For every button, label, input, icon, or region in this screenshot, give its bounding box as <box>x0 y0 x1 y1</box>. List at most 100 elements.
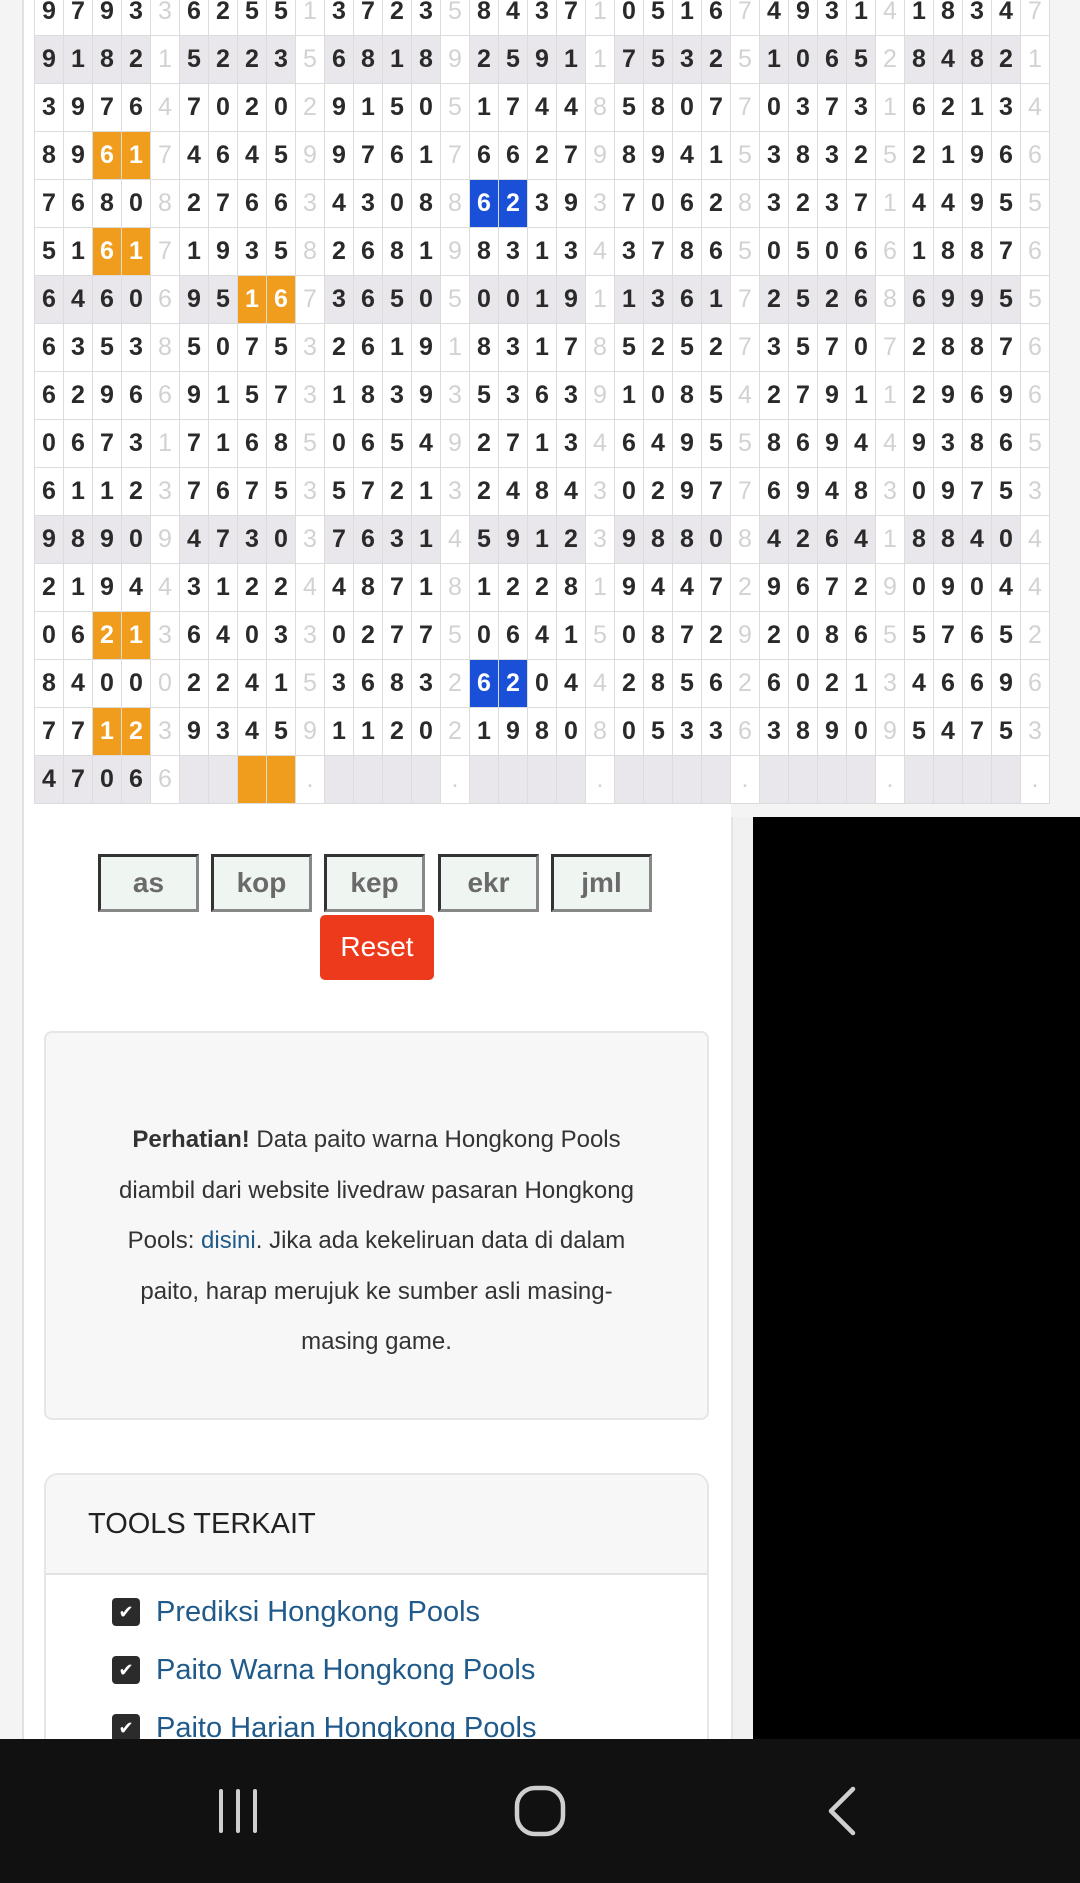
paito-digit-cell[interactable]: 0 <box>527 659 557 708</box>
paito-digit-cell[interactable]: 8 <box>63 515 93 564</box>
paito-digit-cell[interactable]: 3 <box>527 0 557 36</box>
paito-digit-cell[interactable]: 6 <box>92 227 122 276</box>
paito-digit-cell[interactable]: 3 <box>788 83 818 132</box>
paito-digit-cell[interactable]: 7 <box>933 611 963 660</box>
paito-digit-cell[interactable]: 8 <box>672 371 702 420</box>
paito-digit-cell[interactable]: 5 <box>382 275 412 324</box>
paito-digit-cell[interactable]: 9 <box>991 659 1021 708</box>
paito-digit-cell[interactable]: 1 <box>324 707 354 756</box>
paito-digit-cell[interactable]: 7 <box>498 83 528 132</box>
paito-digit-cell[interactable]: 8 <box>469 0 499 36</box>
paito-digit-cell[interactable]: 0 <box>92 755 122 804</box>
paito-digit-cell[interactable]: 1 <box>121 611 151 660</box>
paito-digit-cell[interactable]: 2 <box>527 131 557 180</box>
paito-digit-cell[interactable]: 7 <box>817 83 847 132</box>
paito-digit-cell[interactable]: 1 <box>527 323 557 372</box>
paito-digit-cell[interactable]: 4 <box>237 659 267 708</box>
paito-digit-cell[interactable]: 6 <box>788 419 818 468</box>
paito-digit-cell[interactable]: 8 <box>672 227 702 276</box>
paito-digit-cell[interactable]: 1 <box>92 467 122 516</box>
paito-digit-cell[interactable]: 6 <box>237 179 267 228</box>
paito-digit-cell[interactable]: 3 <box>817 0 847 36</box>
paito-digit-cell[interactable]: 6 <box>266 179 296 228</box>
paito-digit-cell[interactable]: 8 <box>469 323 499 372</box>
paito-digit-cell[interactable]: 9 <box>498 707 528 756</box>
paito-digit-cell[interactable]: 6 <box>817 515 847 564</box>
paito-digit-cell[interactable]: 8 <box>643 515 673 564</box>
paito-digit-cell[interactable]: 3 <box>121 323 151 372</box>
paito-digit-cell[interactable]: 3 <box>962 0 992 36</box>
paito-digit-cell[interactable]: 8 <box>556 563 586 612</box>
paito-digit-cell[interactable]: 2 <box>469 467 499 516</box>
paito-digit-cell[interactable]: 5 <box>904 707 934 756</box>
paito-digit-cell[interactable]: 5 <box>266 131 296 180</box>
paito-digit-cell[interactable]: 3 <box>846 83 876 132</box>
paito-digit-cell[interactable]: 8 <box>933 515 963 564</box>
paito-digit-cell[interactable]: 3 <box>759 131 789 180</box>
paito-digit-cell[interactable]: 3 <box>643 275 673 324</box>
paito-digit-cell[interactable]: 9 <box>933 467 963 516</box>
paito-digit-cell[interactable]: 7 <box>208 515 238 564</box>
paito-digit-cell[interactable] <box>846 755 876 804</box>
paito-digit-cell[interactable]: 8 <box>962 227 992 276</box>
paito-digit-cell[interactable]: 2 <box>266 563 296 612</box>
paito-digit-cell[interactable]: 2 <box>498 179 528 228</box>
paito-digit-cell[interactable]: 6 <box>672 179 702 228</box>
paito-digit-cell[interactable]: 2 <box>904 371 934 420</box>
paito-digit-cell[interactable]: 5 <box>237 371 267 420</box>
paito-digit-cell[interactable]: 2 <box>121 707 151 756</box>
paito-digit-cell[interactable]: 9 <box>933 275 963 324</box>
paito-digit-cell[interactable]: 8 <box>411 179 441 228</box>
paito-digit-cell[interactable]: 7 <box>701 563 731 612</box>
paito-digit-cell[interactable]: 6 <box>933 659 963 708</box>
paito-digit-cell[interactable]: 1 <box>933 131 963 180</box>
paito-digit-cell[interactable]: 0 <box>759 83 789 132</box>
paito-digit-cell[interactable]: 6 <box>34 275 64 324</box>
paito-digit-cell[interactable]: 0 <box>498 275 528 324</box>
paito-digit-cell[interactable]: 0 <box>701 515 731 564</box>
paito-digit-cell[interactable]: 2 <box>556 515 586 564</box>
paito-digit-cell[interactable]: 1 <box>469 83 499 132</box>
paito-digit-cell[interactable]: 8 <box>353 371 383 420</box>
paito-digit-cell[interactable]: 7 <box>382 563 412 612</box>
paito-digit-cell[interactable]: 7 <box>63 0 93 36</box>
paito-digit-cell[interactable]: 7 <box>208 179 238 228</box>
paito-digit-cell[interactable]: 1 <box>353 707 383 756</box>
paito-digit-cell[interactable]: 2 <box>933 83 963 132</box>
paito-digit-cell[interactable]: 9 <box>34 515 64 564</box>
paito-digit-cell[interactable]: 0 <box>324 611 354 660</box>
paito-digit-cell[interactable]: 7 <box>614 179 644 228</box>
paito-digit-cell[interactable]: 2 <box>788 179 818 228</box>
paito-digit-cell[interactable]: 3 <box>179 563 209 612</box>
paito-digit-cell[interactable]: 6 <box>237 419 267 468</box>
paito-digit-cell[interactable]: 2 <box>382 467 412 516</box>
paito-digit-cell[interactable]: 3 <box>817 131 847 180</box>
paito-digit-cell[interactable]: 7 <box>63 707 93 756</box>
paito-digit-cell[interactable]: 2 <box>701 611 731 660</box>
paito-digit-cell[interactable]: 5 <box>614 83 644 132</box>
paito-digit-cell[interactable]: 9 <box>556 275 586 324</box>
paito-digit-cell[interactable] <box>904 755 934 804</box>
paito-digit-cell[interactable]: 5 <box>788 275 818 324</box>
paito-digit-cell[interactable]: 7 <box>817 323 847 372</box>
paito-digit-cell[interactable]: 5 <box>614 323 644 372</box>
paito-digit-cell[interactable]: 0 <box>759 227 789 276</box>
paito-digit-cell[interactable]: 5 <box>92 323 122 372</box>
paito-digit-cell[interactable]: 1 <box>469 707 499 756</box>
paito-digit-cell[interactable]: 6 <box>121 371 151 420</box>
paito-digit-cell[interactable]: 2 <box>904 323 934 372</box>
paito-digit-cell[interactable]: 7 <box>353 467 383 516</box>
paito-digit-cell[interactable]: 4 <box>411 419 441 468</box>
paito-digit-cell[interactable]: 6 <box>672 275 702 324</box>
paito-digit-cell[interactable]: 2 <box>498 563 528 612</box>
paito-digit-cell[interactable] <box>759 755 789 804</box>
paito-digit-cell[interactable]: 4 <box>991 0 1021 36</box>
paito-digit-cell[interactable]: 4 <box>498 0 528 36</box>
paito-digit-cell[interactable] <box>382 755 412 804</box>
paito-digit-cell[interactable]: 3 <box>208 707 238 756</box>
paito-digit-cell[interactable]: 4 <box>63 275 93 324</box>
paito-digit-cell[interactable]: 7 <box>701 467 731 516</box>
paito-digit-cell[interactable]: 6 <box>34 467 64 516</box>
paito-digit-cell[interactable]: 2 <box>121 35 151 84</box>
paito-digit-cell[interactable]: 8 <box>527 467 557 516</box>
